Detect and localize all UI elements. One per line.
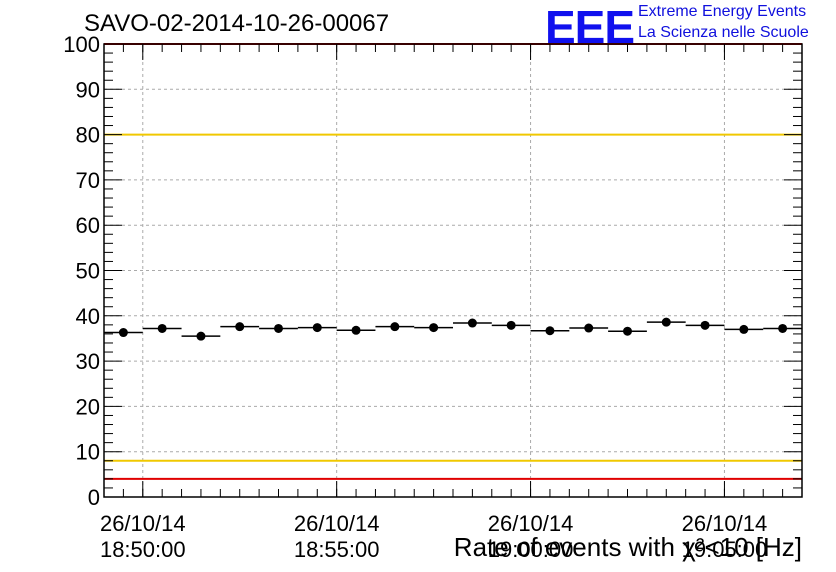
x-tick-time: 19:05:00 <box>682 537 768 562</box>
y-tick-label: 0 <box>88 485 100 510</box>
data-point <box>157 323 167 333</box>
data-point <box>623 326 632 336</box>
data-point <box>545 326 555 336</box>
y-tick-label: 50 <box>76 259 100 284</box>
eee-logo: EEE <box>545 1 635 53</box>
run-title: SAVO-02-2014-10-26-00067 <box>84 10 390 37</box>
y-tick-label: 20 <box>76 394 100 419</box>
y-tick-label: 60 <box>76 213 100 238</box>
data-point <box>661 317 671 327</box>
data-point <box>506 320 516 330</box>
y-tick-label: 40 <box>76 304 100 329</box>
y-tick-label: 100 <box>63 32 100 57</box>
x-tick-time: 18:55:00 <box>294 537 380 562</box>
data-point <box>778 323 788 333</box>
x-tick-date: 26/10/14 <box>294 511 380 536</box>
data-point <box>351 325 361 335</box>
logo-tagline-2: La Scienza nelle Scuole <box>638 24 809 41</box>
data-point <box>584 323 594 333</box>
y-tick-label: 80 <box>76 123 100 148</box>
data-point <box>196 331 206 341</box>
data-point <box>390 322 400 332</box>
data-point <box>700 320 710 330</box>
data-point <box>274 323 283 333</box>
reference-lines <box>104 43 802 480</box>
data-point <box>739 324 749 334</box>
data-point <box>118 328 128 338</box>
y-tick-label: 90 <box>76 77 100 102</box>
data-point <box>429 323 439 333</box>
y-tick-label: 30 <box>76 349 100 374</box>
x-tick-date: 26/10/14 <box>488 511 574 536</box>
grid-lines <box>104 44 802 497</box>
x-tick-date: 26/10/14 <box>100 511 186 536</box>
x-axis: 26/10/1418:50:0026/10/1418:55:0026/10/14… <box>100 44 803 562</box>
data-point <box>467 318 477 328</box>
data-point <box>312 323 322 333</box>
y-axis: 0 10 20 30 40 50 60 70 80 90 100 <box>63 32 802 510</box>
y-tick-label: 10 <box>76 440 100 465</box>
x-tick-time: 19:00:00 <box>488 537 574 562</box>
x-tick-time: 18:50:00 <box>100 537 186 562</box>
y-tick-label: 70 <box>76 168 100 193</box>
x-axis-label: Rate of events with χ²<10 [Hz] <box>453 532 802 562</box>
logo-tagline-1: Extreme Energy Events <box>638 3 807 20</box>
data-point <box>235 322 245 332</box>
data-points <box>104 317 802 341</box>
x-tick-date: 26/10/14 <box>682 511 768 536</box>
